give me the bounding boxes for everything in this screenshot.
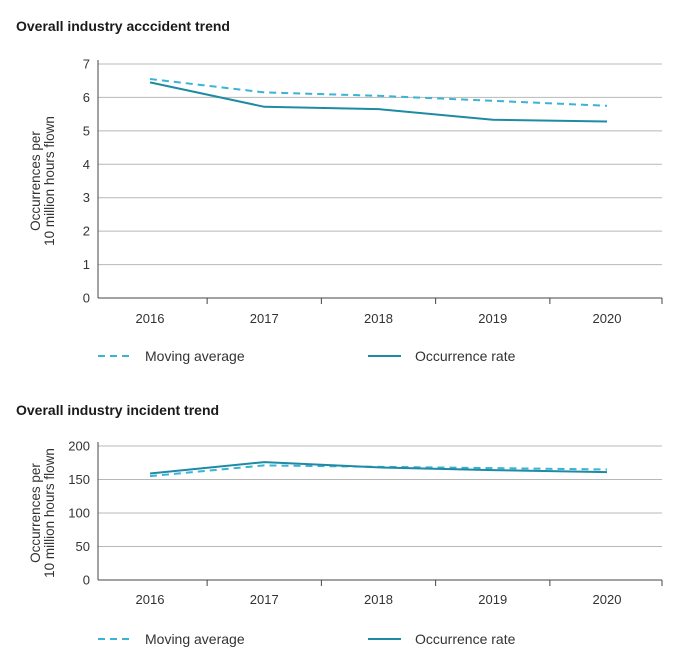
- y-tick-label: 7: [83, 57, 90, 72]
- series-line-occurrence-rate: [149, 81, 608, 123]
- legend-label: Moving average: [145, 631, 245, 647]
- y-tick-label: 3: [83, 190, 90, 205]
- y-tick-label: 150: [68, 472, 90, 487]
- x-tick-label: 2019: [478, 592, 507, 607]
- chart-title-incident: Overall industry incident trend: [16, 402, 220, 418]
- x-tick-label: 2020: [593, 592, 622, 607]
- legend-label: Moving average: [145, 348, 245, 364]
- y-tick-label: 0: [83, 573, 90, 588]
- y-tick-label: 5: [83, 123, 90, 138]
- y-tick-label: 6: [83, 90, 90, 105]
- incident-trend-chart: 0 50 100 150 200 2016 2017 2018 2019 2020 Occurren…: [28, 439, 663, 647]
- x-tick-label: 2018: [364, 311, 393, 326]
- accident-trend-chart: 0 1 2 3 4 5 6 7 2016 2017 2018 2019 2020 Occurrences …: [28, 57, 663, 364]
- x-tick-label: 2020: [593, 311, 622, 326]
- y-tick-label: 4: [83, 157, 90, 172]
- y-tick-label: 50: [76, 539, 90, 554]
- legend-label: Occurrence rate: [415, 631, 516, 647]
- x-tick-label: 2016: [136, 592, 165, 607]
- series-line-moving-average: [149, 78, 608, 107]
- x-tick-label: 2018: [364, 592, 393, 607]
- y-tick-label: 1: [83, 257, 90, 272]
- y-axis-label: Occurrences per10 million hours flown: [28, 448, 57, 578]
- series-line-occurrence-rate: [149, 461, 608, 475]
- x-tick-label: 2017: [250, 311, 279, 326]
- x-tick-label: 2016: [136, 311, 165, 326]
- y-tick-label: 200: [68, 439, 90, 454]
- y-tick-label: 0: [83, 291, 90, 306]
- x-tick-label: 2017: [250, 592, 279, 607]
- x-tick-label: 2019: [478, 311, 507, 326]
- y-tick-label: 100: [68, 506, 90, 521]
- legend-label: Occurrence rate: [415, 348, 516, 364]
- y-axis-label: Occurrences per10 million hours flown: [28, 116, 57, 246]
- y-tick-label: 2: [83, 224, 90, 239]
- chart-title-accident: Overall industry acccident trend: [16, 18, 230, 34]
